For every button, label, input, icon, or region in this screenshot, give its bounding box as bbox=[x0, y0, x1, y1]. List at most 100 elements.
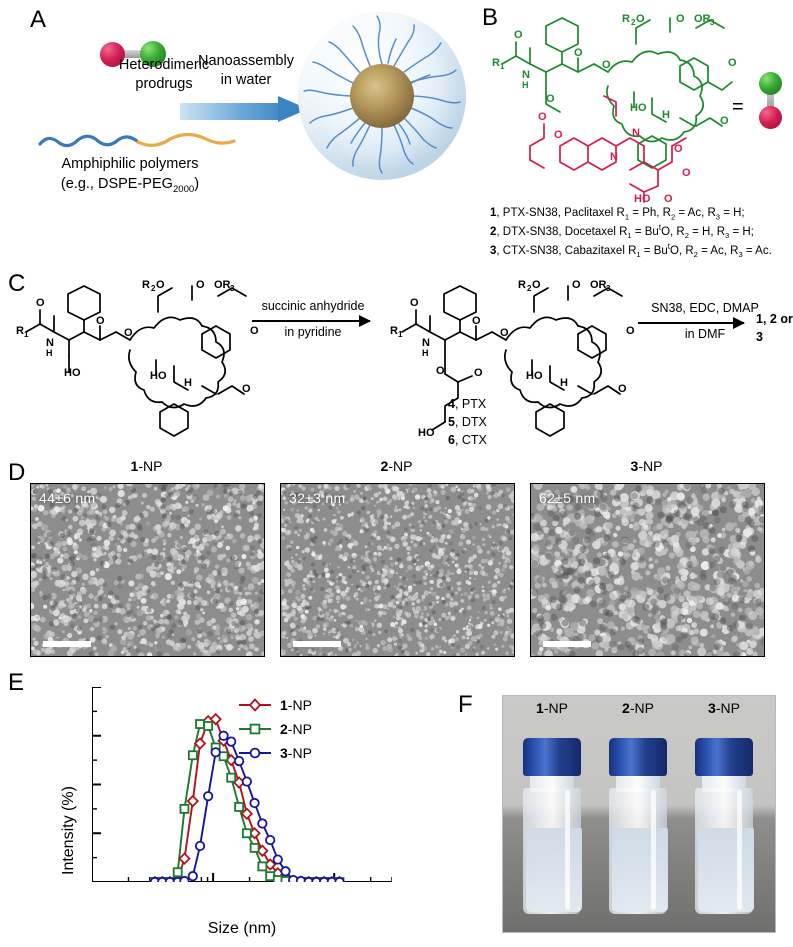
sample-vial bbox=[607, 738, 669, 914]
svg-text:O: O bbox=[546, 93, 555, 105]
data-marker bbox=[179, 803, 190, 814]
svg-text:O: O bbox=[602, 59, 611, 71]
panel-d-letter: D bbox=[8, 459, 26, 486]
svg-text:O: O bbox=[124, 327, 133, 339]
tem-image: 62±5 nm bbox=[530, 483, 765, 657]
vial-neck bbox=[702, 774, 746, 792]
svg-text:O: O bbox=[196, 279, 205, 291]
data-marker bbox=[241, 776, 252, 787]
vial-title: 1-NP bbox=[536, 700, 568, 716]
vial-highlight bbox=[651, 790, 656, 910]
x-axis-label: Size (nm) bbox=[207, 920, 277, 937]
svg-text:HO: HO bbox=[150, 370, 167, 382]
legend-label: 1-NP bbox=[280, 697, 312, 713]
vial-body bbox=[609, 788, 668, 914]
svg-text:3: 3 bbox=[710, 18, 715, 27]
svg-text:OR: OR bbox=[214, 279, 231, 291]
data-marker bbox=[187, 871, 198, 882]
data-marker bbox=[203, 721, 214, 731]
svg-text:3: 3 bbox=[230, 284, 235, 293]
svg-text:O: O bbox=[626, 325, 635, 337]
svg-text:O: O bbox=[674, 143, 683, 155]
data-marker bbox=[280, 866, 291, 877]
final-products-label: 1, 2 or 3 bbox=[756, 312, 793, 345]
data-marker bbox=[311, 876, 322, 882]
reaction-2-condition-bottom: in DMF bbox=[684, 327, 726, 341]
data-marker bbox=[218, 751, 229, 762]
svg-text:O: O bbox=[664, 193, 673, 205]
svg-text:O: O bbox=[156, 279, 165, 291]
compound-legend-row: 3, CTX-SN38, Cabazitaxel R1 = ButO, R2 =… bbox=[490, 242, 772, 260]
svg-text:H: H bbox=[560, 377, 568, 389]
svg-text:H: H bbox=[184, 377, 192, 389]
vial-highlight bbox=[737, 790, 742, 910]
panel-c-letter: C bbox=[8, 270, 26, 297]
vial-title: 2-NP bbox=[622, 700, 654, 716]
svg-text:O: O bbox=[410, 297, 419, 309]
data-marker bbox=[272, 854, 283, 865]
panel-e-letter: E bbox=[8, 669, 25, 696]
polymer-caption-line1: Amphiphilic polymers bbox=[61, 156, 199, 172]
prodrug-caption: Heterodimeric prodrugs bbox=[84, 56, 244, 94]
reaction-1-condition-top: succinic anhydride bbox=[261, 299, 365, 313]
svg-text:1: 1 bbox=[24, 330, 29, 339]
svg-text:O: O bbox=[242, 383, 251, 395]
intermediate-item: 4, PTX bbox=[448, 397, 487, 411]
equals-sign: = bbox=[732, 96, 744, 118]
svg-text:O: O bbox=[474, 367, 483, 379]
legend-label: 2-NP bbox=[280, 721, 312, 737]
svg-text:O: O bbox=[720, 115, 729, 127]
svg-text:HO: HO bbox=[64, 367, 81, 379]
vial-liquid bbox=[612, 828, 668, 912]
data-marker bbox=[249, 797, 260, 809]
data-marker bbox=[195, 719, 205, 729]
panel-a-schematic: A Heterodimeric prodrugs Nanoassembly in… bbox=[0, 0, 470, 205]
panel-a-letter: A bbox=[30, 6, 47, 33]
svg-text:2: 2 bbox=[151, 284, 156, 293]
prodrug-caption-line1: Heterodimeric bbox=[118, 57, 210, 73]
data-marker bbox=[186, 794, 200, 808]
data-marker bbox=[226, 736, 237, 747]
svg-text:O: O bbox=[574, 47, 583, 59]
vial-cap bbox=[695, 738, 753, 776]
svg-text:O: O bbox=[618, 383, 627, 395]
svg-text:O: O bbox=[96, 315, 105, 327]
svg-text:R: R bbox=[622, 13, 630, 25]
nanoassembly-caption: Nanoassembly in water bbox=[186, 52, 306, 90]
panel-b-letter: B bbox=[482, 4, 499, 31]
svg-text:H: H bbox=[662, 109, 670, 121]
tem-size-label: 32±3 nm bbox=[289, 490, 346, 506]
data-marker bbox=[149, 876, 160, 882]
svg-text:R: R bbox=[142, 279, 150, 291]
scale-bar bbox=[543, 641, 591, 647]
legend-item: 3-NP bbox=[238, 743, 312, 763]
sample-vial bbox=[693, 738, 755, 914]
svg-text:O: O bbox=[636, 13, 645, 25]
data-marker bbox=[179, 875, 190, 882]
micelle-nanoparticle-illustration bbox=[298, 12, 466, 180]
heterodimeric-prodrug-icon bbox=[96, 40, 172, 68]
svg-text:OR: OR bbox=[590, 279, 607, 291]
vial-neck bbox=[616, 774, 660, 792]
y-axis-label: Intensity (%) bbox=[60, 786, 77, 875]
tem-title: 2-NP bbox=[380, 458, 413, 474]
data-marker bbox=[209, 712, 222, 726]
svg-text:O: O bbox=[436, 365, 445, 377]
legend-symbol bbox=[239, 698, 271, 712]
compound-legend-row: 1, PTX-SN38, Paclitaxel R1 = Ph, R2 = Ac… bbox=[490, 207, 745, 222]
reaction-1-condition-bottom: in pyridine bbox=[284, 325, 342, 339]
svg-text:O: O bbox=[472, 315, 481, 327]
svg-text:O: O bbox=[532, 279, 541, 291]
legend-label: 3-NP bbox=[280, 745, 312, 761]
vial-cap bbox=[523, 738, 581, 776]
reaction-2-arrow-icon bbox=[638, 317, 745, 329]
tem-image: 44±6 nm bbox=[30, 483, 265, 657]
data-marker bbox=[226, 772, 237, 783]
tem-image: 32±3 nm bbox=[280, 483, 515, 657]
svg-text:HO: HO bbox=[634, 193, 651, 205]
svg-text:O: O bbox=[682, 167, 691, 179]
prodrug-caption-line2: prodrugs bbox=[135, 75, 193, 92]
